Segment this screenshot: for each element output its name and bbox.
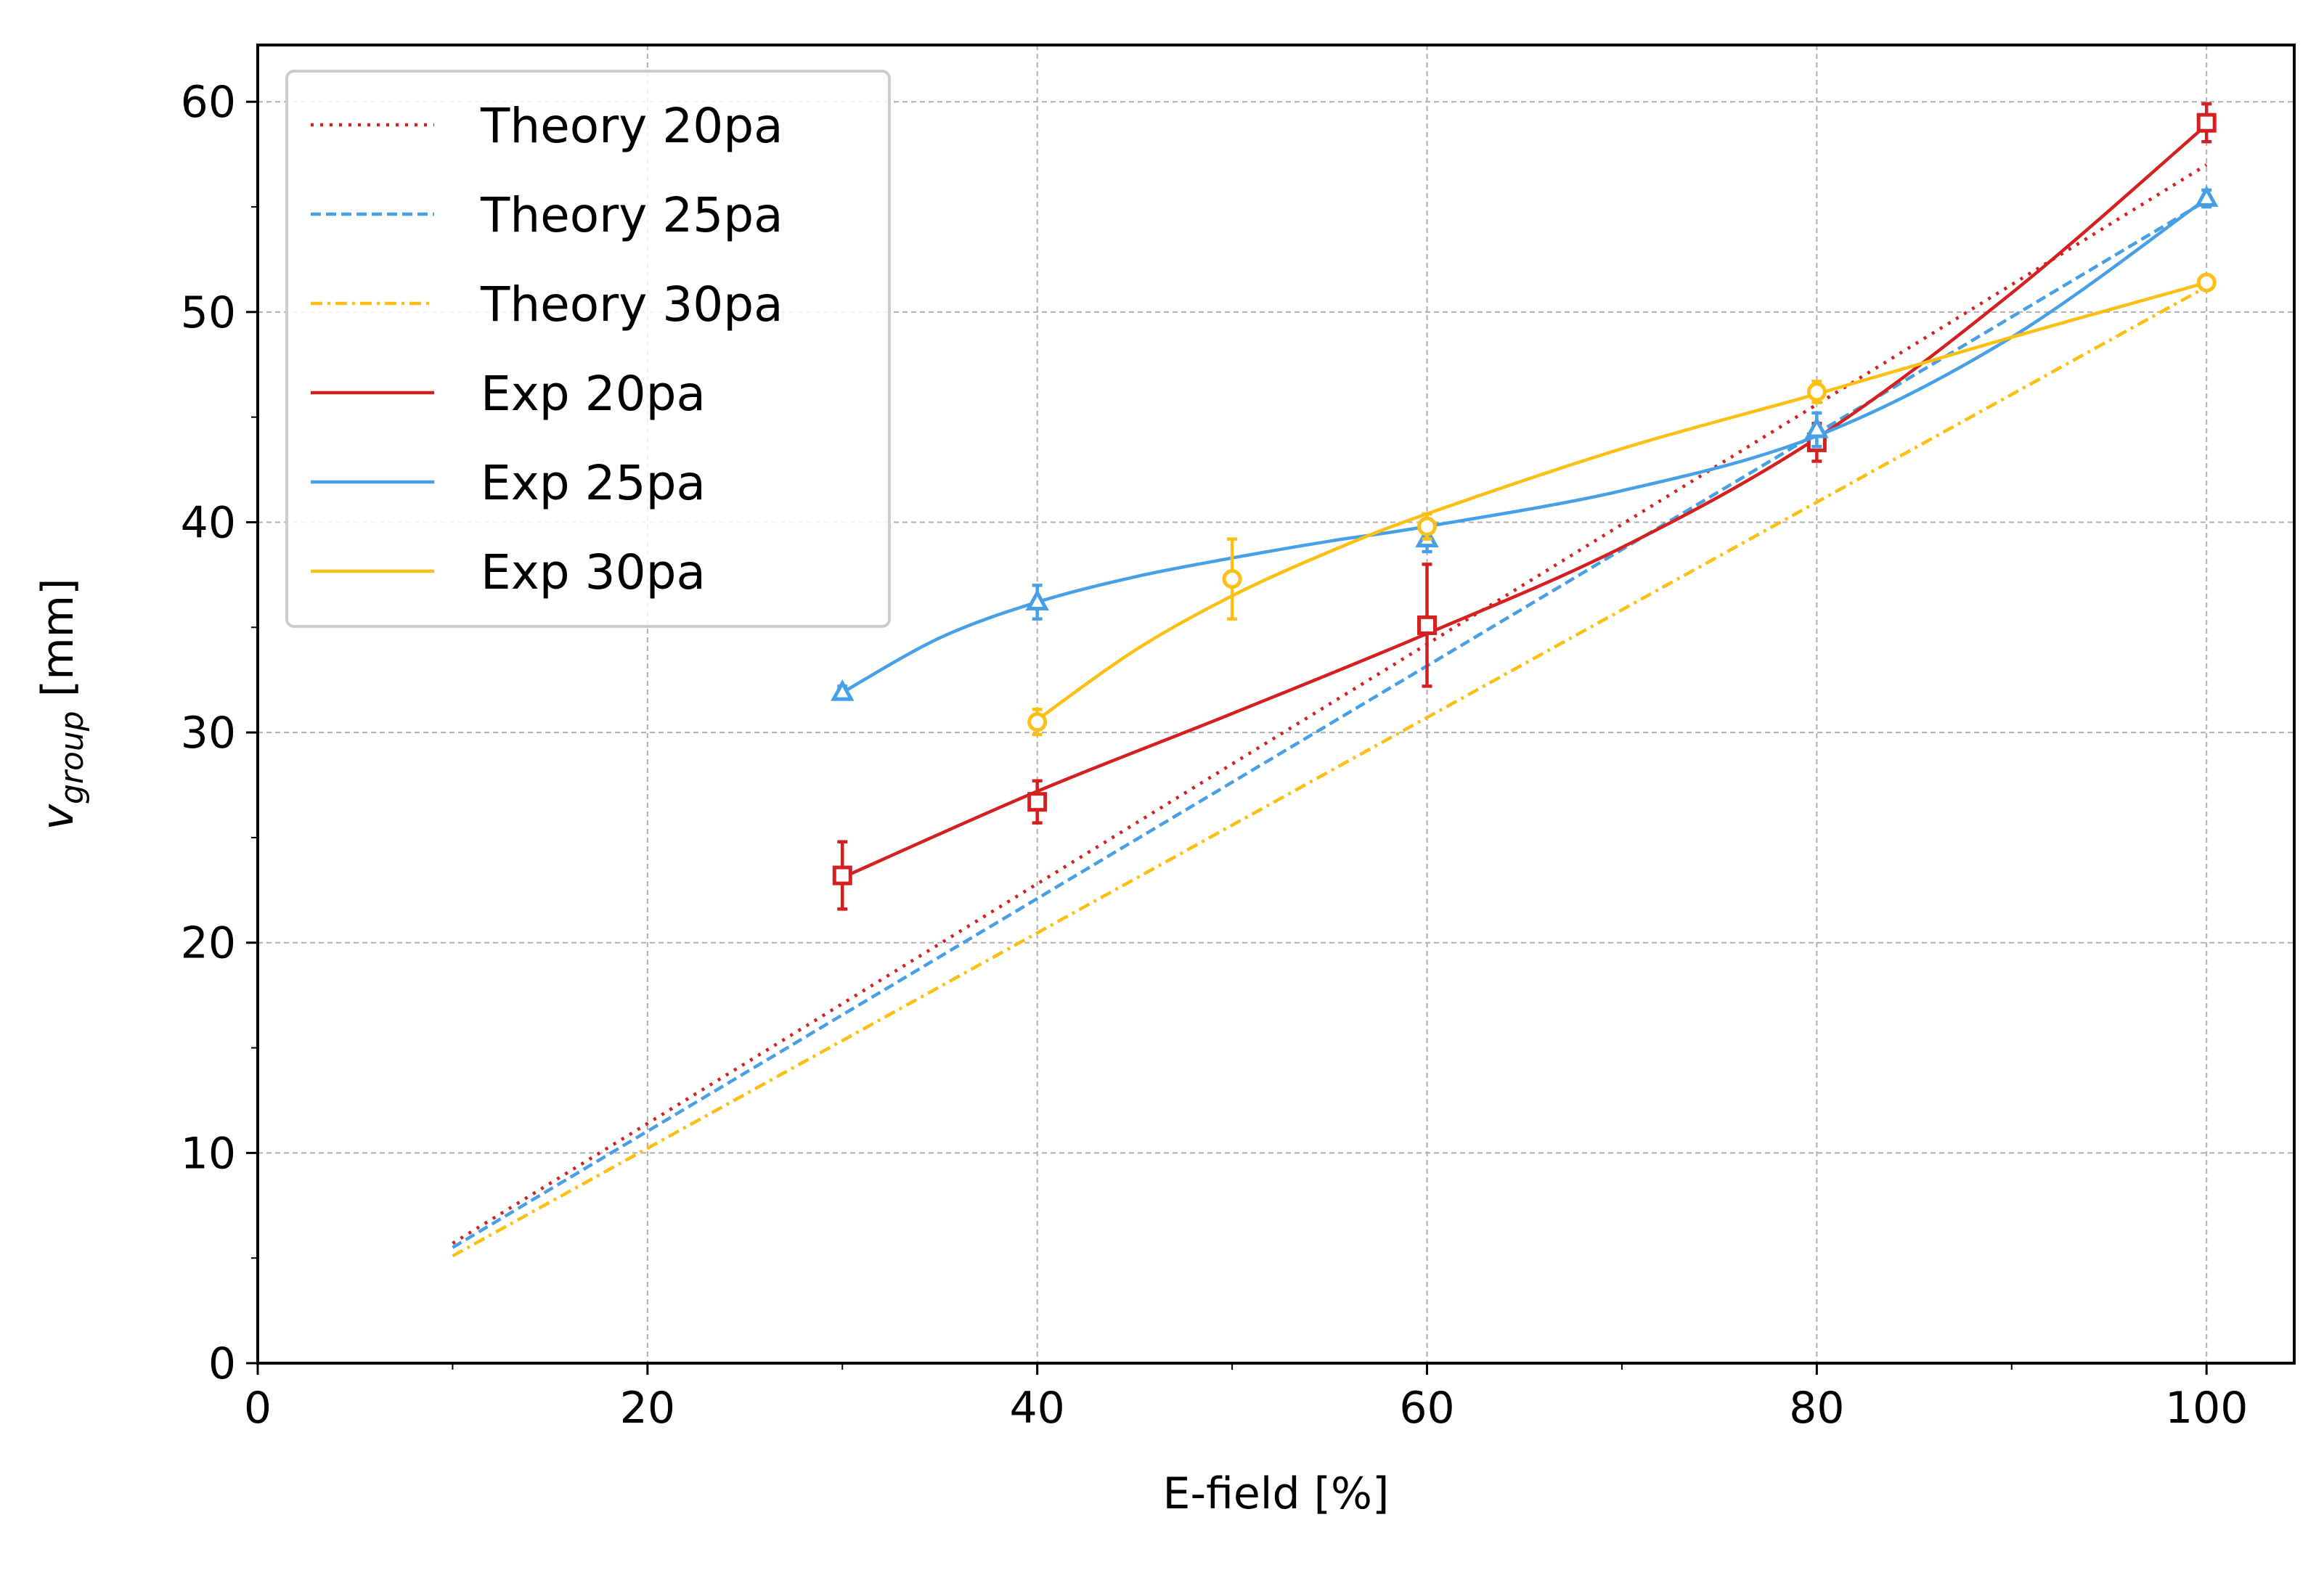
- legend: Theory 20pa Theory 25pa Theory 30pa Exp 20p…: [285, 70, 891, 628]
- fit-curve: [841, 197, 2208, 695]
- legend-label: Theory 30pa: [480, 277, 783, 332]
- fit-curve: [1036, 281, 2207, 722]
- data-point: [1027, 792, 1048, 812]
- y-axis-title: vgroup [mm]: [33, 578, 91, 830]
- legend-label: Theory 20pa: [480, 98, 783, 154]
- x-tick-label: 60: [1399, 1383, 1454, 1434]
- series-exp-20pa: [832, 102, 2217, 911]
- y-tick-label: 50: [181, 287, 236, 338]
- y-tick-label: 0: [208, 1338, 236, 1389]
- legend-item-exp-20pa: Exp 20pa: [311, 366, 706, 422]
- legend-item-exp-25pa: Exp 25pa: [311, 455, 706, 511]
- x-tick-label: 80: [1789, 1383, 1844, 1434]
- fit-curve: [841, 123, 2208, 880]
- series-exp-30pa: [1027, 272, 2217, 737]
- data-point: [831, 679, 855, 701]
- data-point: [832, 865, 852, 886]
- series-exp-25pa: [831, 185, 2219, 701]
- y-tick-label: 60: [181, 77, 236, 128]
- series-theory-20pa: [452, 163, 2208, 1245]
- y-axis-title-subscript: group: [54, 711, 91, 804]
- data-point: [1806, 382, 1827, 402]
- series-theory-25pa: [452, 199, 2208, 1249]
- y-tick-label: 40: [181, 497, 236, 548]
- legend-item-theory-20pa: Theory 20pa: [311, 98, 783, 154]
- y-tick-label: 30: [181, 708, 236, 759]
- y-axis-title-unit: [mm]: [33, 578, 83, 711]
- x-tick-label: 20: [620, 1383, 675, 1434]
- data-point: [2194, 185, 2219, 207]
- data-point: [1027, 712, 1048, 732]
- axis-ticks: 0 20 40 60 80 100 0 10 20 30 40 50 60: [181, 77, 2248, 1434]
- legend-label: Exp 25pa: [481, 455, 706, 511]
- legend-box: [285, 70, 891, 628]
- axes-frame: [256, 44, 2296, 1365]
- x-axis-title: E-field [%]: [1163, 1468, 1390, 1519]
- x-tick-label: 100: [2165, 1383, 2248, 1434]
- data-point: [2196, 113, 2217, 133]
- data-point: [1417, 516, 1438, 536]
- legend-label: Theory 25pa: [480, 187, 783, 243]
- theory-line: [452, 199, 2208, 1249]
- y-tick-label: 20: [181, 918, 236, 969]
- x-tick-label: 0: [244, 1383, 272, 1434]
- plot-area: [452, 102, 2219, 1258]
- legend-item-exp-30pa: Exp 30pa: [311, 544, 706, 600]
- legend-label: Exp 30pa: [481, 544, 706, 600]
- data-point: [1025, 589, 1049, 611]
- data-point: [1222, 569, 1242, 589]
- theory-line: [452, 163, 2208, 1245]
- data-point: [1417, 615, 1438, 635]
- y-tick-label: 10: [181, 1128, 236, 1179]
- data-point: [1805, 416, 1829, 438]
- y-axis-title-symbol: v: [33, 804, 83, 830]
- legend-label: Exp 20pa: [481, 366, 706, 422]
- x-tick-label: 40: [1010, 1383, 1065, 1434]
- data-point: [2196, 272, 2217, 293]
- legend-item-theory-30pa: Theory 30pa: [311, 277, 783, 332]
- legend-item-theory-25pa: Theory 25pa: [311, 187, 783, 243]
